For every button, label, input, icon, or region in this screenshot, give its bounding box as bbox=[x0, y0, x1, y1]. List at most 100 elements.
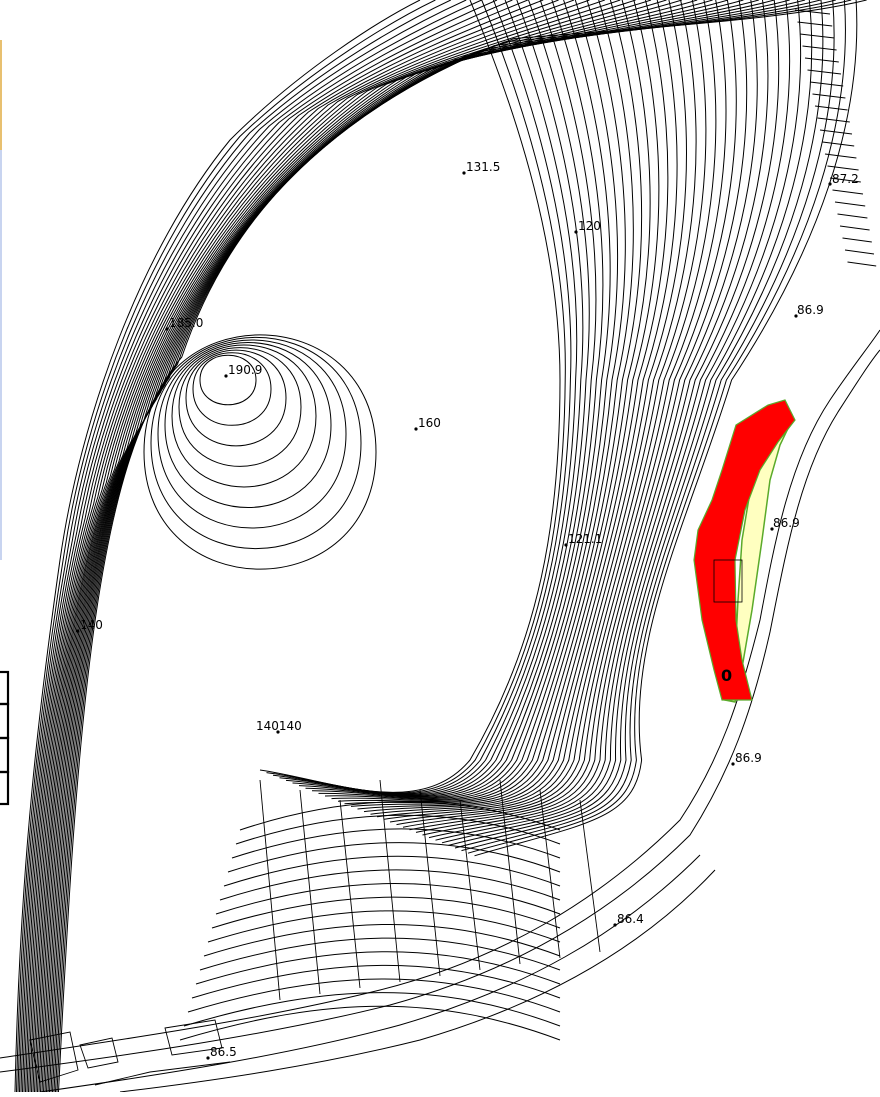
elevation-label: 140 bbox=[80, 618, 103, 632]
contour-line bbox=[17, 0, 452, 1093]
contour-line bbox=[318, 0, 619, 800]
contour-line bbox=[337, 0, 643, 803]
contour-line bbox=[467, 0, 846, 854]
terrace-line bbox=[183, 992, 561, 1027]
contour-line bbox=[49, 0, 775, 1093]
spot-height-131-5: 131.5 bbox=[462, 160, 500, 175]
contour-line bbox=[20, 0, 482, 1093]
spot-height-120: 120 bbox=[574, 219, 601, 234]
contour-line bbox=[23, 0, 513, 1093]
contour-line bbox=[47, 0, 759, 1093]
contour-line bbox=[35, 0, 636, 1093]
contour-line bbox=[292, 0, 590, 796]
contour-line bbox=[259, 0, 561, 793]
left-edge-legend bbox=[0, 670, 10, 806]
spot-height-86-5: 86.5 bbox=[206, 1045, 237, 1060]
terrace-line bbox=[179, 1005, 561, 1041]
cliff-hatching bbox=[794, 9, 877, 267]
terrace-divider bbox=[499, 779, 521, 965]
spot-height-86-9-zone: 86.9 bbox=[770, 516, 800, 531]
contour-lines-summit bbox=[143, 334, 377, 570]
terrace-divider bbox=[579, 799, 601, 953]
contour-line bbox=[285, 0, 584, 796]
cliff-hatch-line bbox=[822, 141, 855, 147]
summit-contour bbox=[150, 337, 362, 549]
contour-line bbox=[50, 0, 790, 1093]
contour-line bbox=[383, 0, 707, 820]
terrace-line bbox=[219, 869, 561, 901]
spot-height-160: 160 bbox=[414, 416, 441, 431]
contour-line bbox=[357, 0, 669, 810]
contour-line bbox=[376, 0, 697, 818]
terrace-line bbox=[211, 896, 561, 929]
contour-line bbox=[32, 0, 605, 1093]
summit-contour bbox=[157, 339, 347, 529]
spot-height-86-9-south: 86.9 bbox=[731, 751, 762, 766]
hazard-zone bbox=[693, 399, 796, 701]
contour-line bbox=[41, 0, 698, 1093]
contour-line bbox=[344, 0, 651, 805]
contour-lines-east-slope bbox=[259, 0, 858, 857]
contour-line bbox=[14, 0, 421, 1093]
legend-box-4 bbox=[0, 770, 10, 806]
contour-line bbox=[26, 0, 544, 1093]
spot-height-87-2: 87.2 bbox=[828, 172, 859, 186]
cliff-hatch-line bbox=[839, 225, 870, 231]
contour-line bbox=[311, 0, 611, 799]
cliff-hatch-line bbox=[844, 249, 875, 255]
elevation-label: 160 bbox=[418, 416, 441, 430]
contour-line bbox=[25, 0, 528, 1093]
contour-line bbox=[409, 0, 748, 831]
contour-line bbox=[52, 0, 806, 1093]
cliff-hatch-line bbox=[827, 165, 859, 171]
contour-line bbox=[22, 0, 498, 1093]
terrace-line bbox=[239, 801, 561, 831]
summit-contour bbox=[199, 354, 257, 406]
cliff-hatch-line bbox=[814, 105, 848, 111]
cliff-hatch-line bbox=[837, 213, 868, 219]
cliff-hatch-line bbox=[834, 201, 866, 207]
contour-line bbox=[441, 0, 802, 844]
terrace-line bbox=[223, 855, 561, 887]
terrace-line bbox=[235, 814, 561, 845]
contour-line bbox=[363, 0, 678, 813]
legend-box-2 bbox=[0, 702, 10, 740]
contour-lines-west-slope bbox=[14, 0, 867, 1093]
building-footprint-in-zone bbox=[713, 559, 743, 603]
spot-height-190-9: 190.9 bbox=[224, 363, 262, 378]
elevation-label: 121.1 bbox=[568, 532, 602, 546]
cliff-hatch-line bbox=[799, 33, 835, 39]
contour-line bbox=[279, 0, 578, 795]
contour-line bbox=[44, 0, 729, 1093]
terrace-line bbox=[191, 964, 561, 999]
contour-line bbox=[16, 0, 436, 1093]
summit-contour bbox=[164, 342, 332, 508]
elevation-label: 131.5 bbox=[466, 160, 500, 174]
contour-line bbox=[402, 0, 737, 828]
terrace-line bbox=[231, 828, 561, 859]
legend-box-3 bbox=[0, 736, 10, 774]
terraced-fields bbox=[179, 779, 601, 1041]
contour-line bbox=[350, 0, 660, 807]
elevation-label: 86.9 bbox=[773, 516, 800, 530]
cliff-hatch-line bbox=[847, 261, 877, 267]
elevation-label: 140140 bbox=[256, 719, 302, 733]
cliff-hatch-line bbox=[812, 93, 846, 99]
spot-height-86-4: 86.4 bbox=[613, 912, 644, 927]
cliff-hatch-line bbox=[842, 237, 872, 243]
terrace-line bbox=[195, 951, 561, 985]
contour-line bbox=[428, 0, 780, 839]
cliff-hatch-line bbox=[817, 117, 850, 123]
spot-height-86-9-ne: 86.9 bbox=[794, 303, 824, 318]
summit-contour bbox=[171, 344, 317, 488]
terrace-divider bbox=[339, 799, 361, 989]
contour-line bbox=[389, 0, 717, 823]
terrace-line bbox=[227, 842, 561, 873]
elevation-label: 185.0 bbox=[169, 316, 203, 330]
contour-line bbox=[34, 0, 621, 1093]
contour-line bbox=[396, 0, 727, 826]
contour-line bbox=[19, 0, 467, 1093]
terrace-divider bbox=[539, 789, 561, 959]
contour-line bbox=[298, 0, 597, 797]
